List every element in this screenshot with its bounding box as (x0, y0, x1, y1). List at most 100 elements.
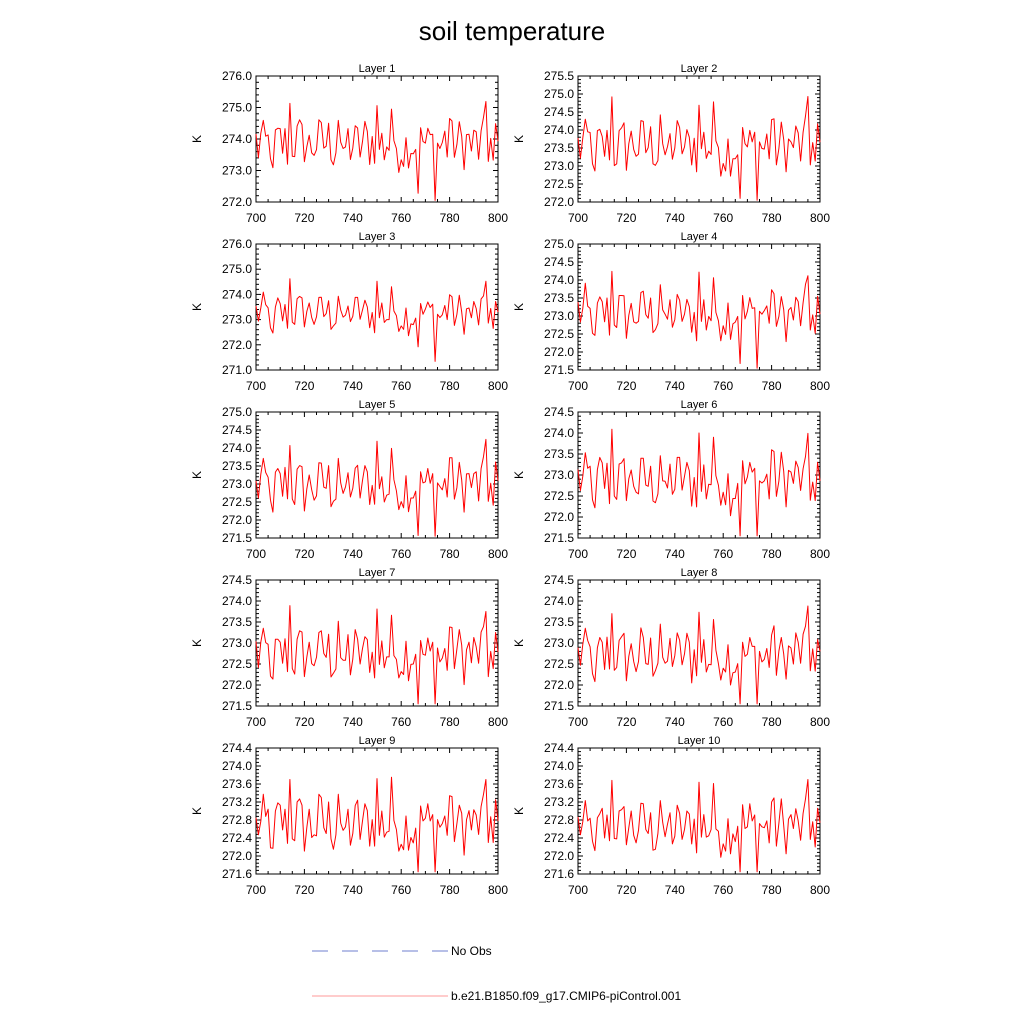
legend-label-model: b.e21.B1850.f09_g17.CMIP6-piControl.001 (451, 989, 681, 1003)
x-tick-label: 780 (440, 715, 460, 729)
y-tick-label: 274.0 (544, 426, 574, 440)
panel-layer-2: Layer 2 700 720 740 760 780 800 272.0 272.5 273.0… (512, 63, 830, 225)
y-tick-label: 274.4 (222, 741, 252, 755)
y-axis-label: K (190, 807, 204, 815)
y-tick-label: 274.0 (222, 759, 252, 773)
x-tick-label: 760 (391, 211, 411, 225)
y-tick-label: 272.0 (222, 513, 252, 527)
y-axis-label: K (512, 135, 526, 143)
x-tick-label: 800 (488, 211, 508, 225)
y-tick-label: 273.0 (222, 636, 252, 650)
x-tick-label: 720 (294, 715, 314, 729)
x-tick-label: 760 (391, 379, 411, 393)
y-tick-label: 275.0 (544, 87, 574, 101)
y-tick-label: 274.5 (544, 405, 574, 419)
plot-frame (255, 747, 499, 875)
panel-title: Layer 3 (359, 231, 396, 243)
x-tick-label: 760 (391, 715, 411, 729)
x-tick-label: 700 (568, 883, 588, 897)
x-tick-label: 800 (810, 547, 830, 561)
y-tick-label: 272.5 (544, 327, 574, 341)
x-tick-label: 780 (762, 715, 782, 729)
panel-title: Layer 9 (359, 735, 396, 747)
panel-layer-7: Layer 7 700 720 740 760 780 800 271.5 272.0 272.5… (190, 567, 508, 729)
x-tick-label: 800 (810, 379, 830, 393)
panel-layer-4: Layer 4 700 720 740 760 780 800 271.5 272.0 272.5… (512, 231, 830, 393)
y-tick-label: 271.5 (544, 699, 574, 713)
x-tick-label: 700 (568, 547, 588, 561)
y-axis-label: K (190, 639, 204, 647)
y-tick-label: 272.4 (222, 831, 252, 845)
series-line (255, 605, 499, 705)
series-line (255, 101, 499, 201)
y-tick-label: 276.0 (222, 237, 252, 251)
panel-title: Layer 10 (678, 735, 721, 747)
y-tick-label: 274.0 (222, 441, 252, 455)
panel-title: Layer 6 (681, 399, 718, 411)
x-tick-label: 760 (391, 547, 411, 561)
y-tick-label: 274.0 (222, 594, 252, 608)
x-tick-label: 740 (665, 883, 685, 897)
x-tick-label: 760 (713, 715, 733, 729)
panel-layer-3: Layer 3 700 720 740 760 780 800 271.0 272.0 273.0… (190, 231, 508, 393)
plot-frame (255, 411, 499, 539)
series-line (577, 270, 821, 369)
panel-title: Layer 1 (359, 63, 396, 75)
y-tick-label: 275.0 (222, 101, 252, 115)
x-tick-label: 700 (568, 715, 588, 729)
y-tick-label: 273.2 (222, 795, 252, 809)
y-tick-label: 273.6 (222, 777, 252, 791)
y-tick-label: 272.0 (544, 678, 574, 692)
x-tick-label: 780 (762, 379, 782, 393)
y-tick-label: 276.0 (222, 69, 252, 83)
x-tick-label: 740 (343, 547, 363, 561)
series-line (577, 779, 821, 873)
x-tick-label: 720 (616, 547, 636, 561)
y-tick-label: 272.4 (544, 831, 574, 845)
x-tick-label: 760 (713, 883, 733, 897)
y-tick-label: 273.0 (222, 164, 252, 178)
x-tick-label: 780 (762, 547, 782, 561)
x-tick-label: 700 (246, 211, 266, 225)
y-tick-label: 273.5 (222, 459, 252, 473)
y-tick-label: 273.0 (544, 159, 574, 173)
series-line (577, 96, 821, 201)
y-tick-label: 272.5 (544, 657, 574, 671)
x-tick-label: 800 (810, 883, 830, 897)
legend-label-no-obs: No Obs (451, 944, 492, 958)
y-tick-label: 272.5 (222, 495, 252, 509)
series-line (255, 776, 499, 873)
y-tick-label: 271.5 (222, 699, 252, 713)
y-axis-label: K (512, 639, 526, 647)
x-tick-label: 740 (343, 211, 363, 225)
x-tick-label: 760 (713, 379, 733, 393)
x-tick-label: 720 (616, 715, 636, 729)
y-tick-label: 273.5 (544, 141, 574, 155)
y-tick-label: 271.6 (544, 867, 574, 881)
y-tick-label: 273.5 (222, 615, 252, 629)
panel-layer-9: Layer 9 700 720 740 760 780 800 271.6 272.0 272.4… (190, 735, 508, 897)
x-tick-label: 800 (810, 211, 830, 225)
x-tick-label: 700 (568, 379, 588, 393)
x-tick-label: 740 (343, 883, 363, 897)
panels: Layer 1 700 720 740 760 780 800 272.0 273.0 274.0… (190, 63, 830, 897)
plot-frame (577, 579, 821, 707)
y-tick-label: 272.8 (544, 813, 574, 827)
y-tick-label: 273.0 (544, 636, 574, 650)
y-tick-label: 273.5 (544, 447, 574, 461)
y-tick-label: 274.5 (544, 105, 574, 119)
x-tick-label: 720 (616, 211, 636, 225)
x-tick-label: 760 (713, 211, 733, 225)
panel-layer-1: Layer 1 700 720 740 760 780 800 272.0 273.0 274.0… (190, 63, 508, 225)
y-axis-label: K (512, 303, 526, 311)
x-tick-label: 740 (665, 211, 685, 225)
x-tick-label: 800 (488, 379, 508, 393)
y-tick-label: 272.0 (544, 195, 574, 209)
y-tick-label: 271.5 (222, 531, 252, 545)
panel-layer-10: Layer 10 700 720 740 760 780 800 271.6 272.0 272.… (512, 735, 830, 897)
x-tick-label: 780 (440, 547, 460, 561)
x-tick-label: 740 (343, 715, 363, 729)
y-tick-label: 273.6 (544, 777, 574, 791)
x-tick-label: 740 (665, 715, 685, 729)
x-tick-label: 720 (294, 883, 314, 897)
